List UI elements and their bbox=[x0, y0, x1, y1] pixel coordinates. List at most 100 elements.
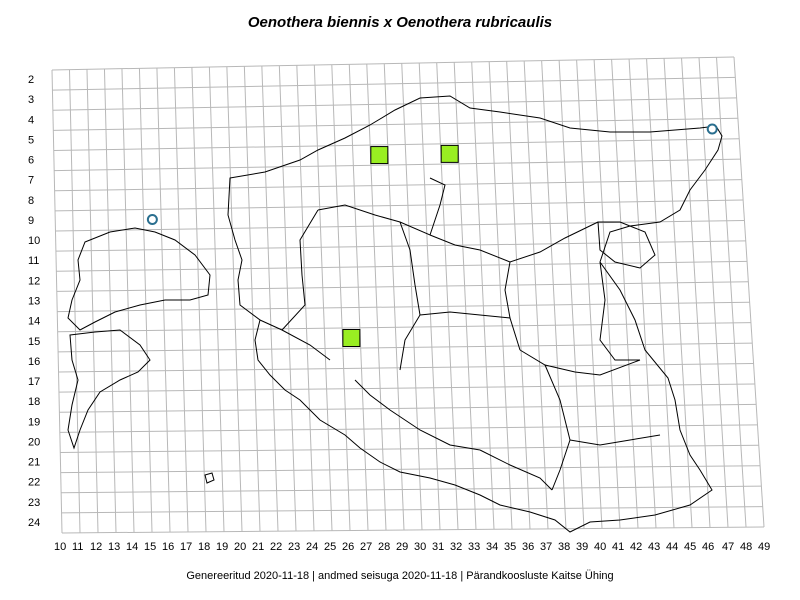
grid-line-vertical bbox=[681, 57, 711, 528]
grid-line-horizontal bbox=[55, 199, 744, 212]
y-axis-label: 15 bbox=[28, 336, 40, 348]
x-axis-label: 18 bbox=[198, 541, 210, 553]
x-axis-label: 45 bbox=[684, 541, 696, 553]
grid-line-vertical bbox=[576, 59, 603, 529]
x-axis-label: 31 bbox=[432, 541, 444, 553]
x-axis-label: 41 bbox=[612, 541, 624, 553]
y-axis-label: 13 bbox=[28, 295, 40, 307]
x-axis-label: 15 bbox=[144, 541, 156, 553]
grid-line-horizontal bbox=[52, 76, 736, 91]
map-footer: Genereeritud 2020-11-18 | andmed seisuga… bbox=[186, 570, 614, 582]
y-axis-label: 3 bbox=[28, 94, 34, 106]
record-square-marker bbox=[440, 144, 459, 163]
grid-line-vertical bbox=[226, 66, 243, 532]
grid-line-horizontal bbox=[51, 56, 735, 71]
grid-line-vertical bbox=[103, 68, 117, 533]
country-borders bbox=[67, 95, 723, 533]
island-small bbox=[204, 472, 215, 484]
grid-line-vertical bbox=[418, 62, 441, 530]
grid-line-horizontal bbox=[59, 403, 757, 413]
y-axis-label: 17 bbox=[28, 376, 40, 388]
y-axis-label: 23 bbox=[28, 497, 40, 509]
x-axis-label: 43 bbox=[648, 541, 660, 553]
lake bbox=[597, 221, 656, 269]
grid-line-horizontal bbox=[54, 179, 742, 192]
y-axis-label: 10 bbox=[28, 235, 40, 247]
grid-line-vertical bbox=[296, 65, 315, 531]
grid-line-horizontal bbox=[56, 281, 749, 292]
x-axis-label: 47 bbox=[722, 541, 734, 553]
grid-line-vertical bbox=[121, 68, 135, 533]
y-axis-label: 21 bbox=[28, 457, 40, 469]
x-axis-label: 37 bbox=[540, 541, 552, 553]
grid-line-vertical bbox=[331, 64, 351, 531]
record-circle-marker bbox=[146, 213, 158, 225]
y-axis-label: 14 bbox=[28, 316, 40, 328]
grid-line-vertical bbox=[558, 60, 585, 529]
x-axis-label: 22 bbox=[270, 541, 282, 553]
x-axis-label: 28 bbox=[378, 541, 390, 553]
grid-line-horizontal bbox=[55, 219, 745, 232]
grid-line-vertical bbox=[698, 57, 729, 528]
grid-line-horizontal bbox=[55, 240, 746, 252]
x-axis-label: 27 bbox=[360, 541, 372, 553]
record-markers bbox=[146, 123, 718, 348]
y-axis-label: 18 bbox=[28, 396, 40, 408]
y-axis-label: 8 bbox=[28, 195, 34, 207]
grid-line-horizontal bbox=[61, 485, 762, 494]
x-axis-label: 34 bbox=[486, 541, 498, 553]
x-axis-label: 42 bbox=[630, 541, 642, 553]
grid-line-vertical bbox=[366, 63, 387, 531]
x-axis-label: 29 bbox=[396, 541, 408, 553]
x-axis-label: 40 bbox=[594, 541, 606, 553]
grid-line-vertical bbox=[278, 65, 297, 532]
grid-line-vertical bbox=[401, 63, 423, 530]
y-axis-label: 7 bbox=[28, 175, 34, 187]
x-axis-labels: 10 11 12 13 14 15 16 17 18 19 20 21 22 23 24 25 26 27 28 29… bbox=[54, 541, 770, 553]
x-axis-label: 36 bbox=[522, 541, 534, 553]
grid-line-vertical bbox=[68, 69, 81, 533]
grid-line-horizontal bbox=[61, 506, 763, 514]
grid-line-horizontal bbox=[57, 322, 751, 333]
grid-line-horizontal bbox=[52, 97, 737, 111]
grid-line-horizontal bbox=[58, 342, 753, 353]
grid-line-vertical bbox=[348, 64, 369, 531]
grid-line-vertical bbox=[453, 62, 477, 530]
x-axis-label: 33 bbox=[468, 541, 480, 553]
grid-line-vertical bbox=[506, 61, 531, 530]
y-axis-label: 12 bbox=[28, 275, 40, 287]
grid-line-vertical bbox=[51, 69, 63, 534]
y-axis-label: 9 bbox=[28, 215, 34, 227]
y-axis-label: 24 bbox=[28, 517, 40, 529]
x-axis-label: 17 bbox=[180, 541, 192, 553]
record-circle-marker bbox=[706, 123, 718, 135]
grid-line-vertical bbox=[383, 63, 405, 531]
grid-line-vertical bbox=[541, 60, 567, 529]
x-axis-label: 19 bbox=[216, 541, 228, 553]
y-axis-label: 16 bbox=[28, 356, 40, 368]
grid-line-horizontal bbox=[56, 260, 748, 272]
grid-line-vertical bbox=[471, 61, 495, 530]
x-axis-label: 20 bbox=[234, 541, 246, 553]
grid-line-horizontal bbox=[61, 526, 765, 534]
x-axis-label: 24 bbox=[306, 541, 318, 553]
grid-line-vertical bbox=[593, 59, 621, 529]
x-axis-label: 12 bbox=[90, 541, 102, 553]
grid-line-vertical bbox=[436, 62, 459, 530]
grid-lines bbox=[51, 56, 765, 534]
x-axis-label: 32 bbox=[450, 541, 462, 553]
grid-line-horizontal bbox=[57, 301, 750, 313]
x-axis-label: 44 bbox=[666, 541, 678, 553]
x-axis-label: 11 bbox=[72, 541, 83, 553]
x-axis-label: 30 bbox=[414, 541, 426, 553]
x-axis-label: 25 bbox=[324, 541, 336, 553]
y-axis-label: 5 bbox=[28, 134, 34, 146]
record-square-marker bbox=[370, 146, 389, 165]
grid-line-vertical bbox=[243, 66, 261, 532]
grid-line-horizontal bbox=[54, 158, 741, 172]
y-axis-label: 6 bbox=[28, 155, 34, 167]
x-axis-label: 46 bbox=[702, 541, 714, 553]
grid-line-horizontal bbox=[60, 444, 759, 453]
x-axis-label: 48 bbox=[740, 541, 752, 553]
